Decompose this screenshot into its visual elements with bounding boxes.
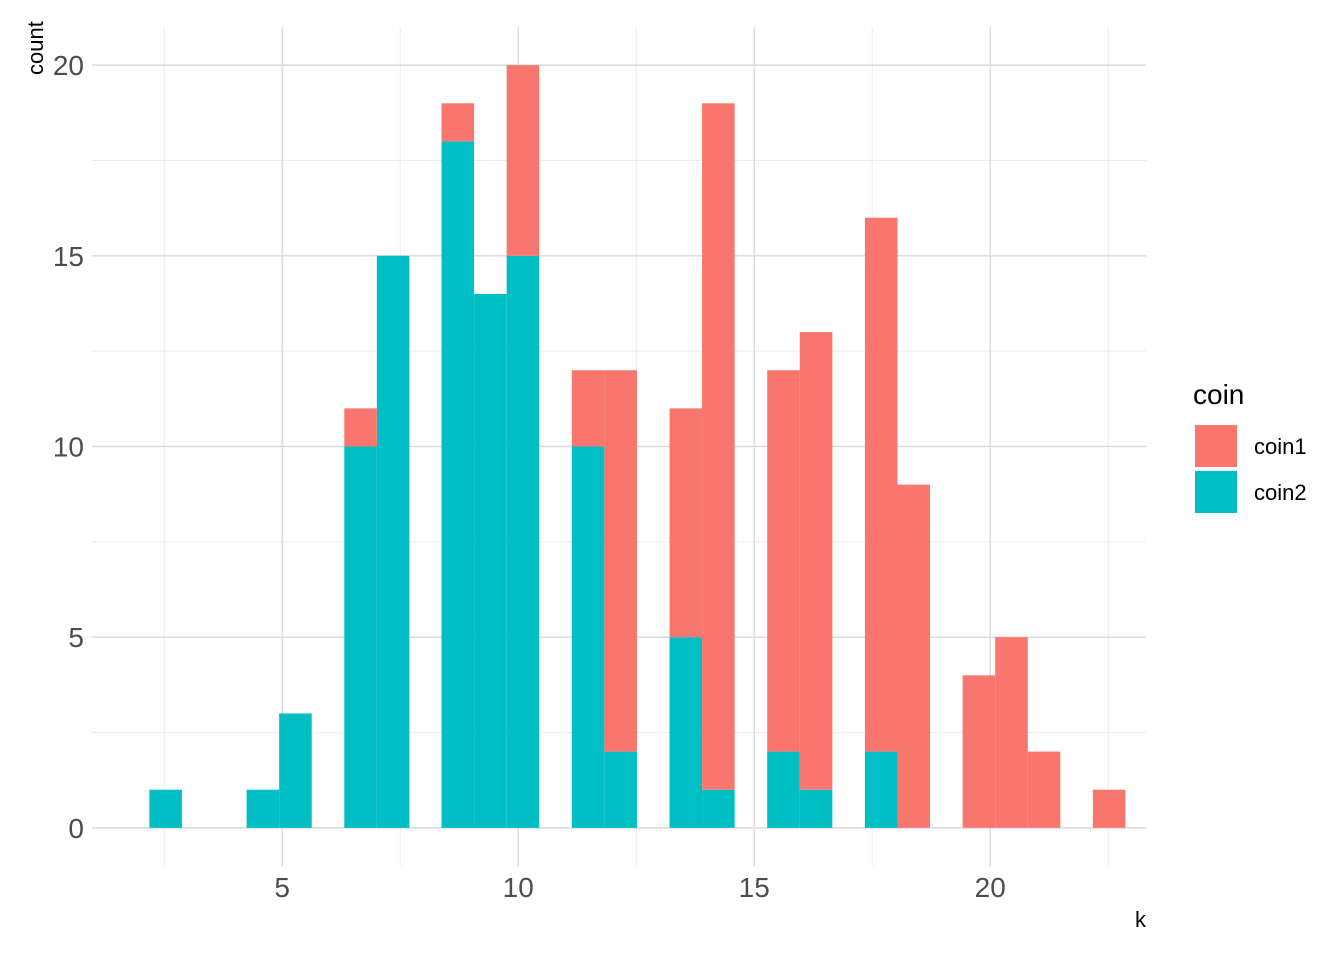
bar-coin1 [702, 103, 735, 790]
bar-coin2 [864, 751, 898, 828]
bar-coin2 [246, 789, 280, 828]
x-tick-label: 10 [503, 872, 534, 903]
bar-coin2 [604, 751, 637, 828]
y-axis-ticks: 0 5 10 15 20 [53, 50, 84, 844]
bar-coin2 [669, 637, 703, 828]
bar-coin2 [376, 255, 410, 828]
y-axis-title: count [23, 21, 48, 75]
bar-coin2 [474, 293, 507, 828]
y-tick-label: 5 [68, 622, 84, 653]
bars-layer [149, 65, 1126, 828]
bar-coin2 [702, 789, 735, 828]
x-axis-title: k [1135, 907, 1147, 932]
legend-swatch-coin2 [1195, 471, 1237, 513]
bar-coin1 [669, 408, 703, 638]
bar-coin1 [799, 332, 833, 790]
y-tick-label: 0 [68, 813, 84, 844]
bar-coin2 [344, 446, 377, 828]
bar-coin2 [506, 255, 540, 828]
legend-label-coin1: coin1 [1254, 434, 1307, 459]
y-tick-label: 10 [53, 432, 84, 463]
legend-title: coin [1193, 379, 1244, 410]
bar-coin1 [1092, 789, 1126, 828]
bar-coin1 [344, 408, 377, 447]
legend: coin coin1 coin2 [1193, 379, 1307, 513]
x-tick-label: 15 [739, 872, 770, 903]
y-tick-label: 15 [53, 241, 84, 272]
bar-coin2 [767, 751, 800, 828]
bar-coin1 [962, 675, 996, 828]
bar-coin1 [864, 217, 898, 752]
x-tick-label: 5 [274, 872, 290, 903]
bar-coin2 [571, 446, 605, 828]
bar-coin2 [149, 789, 182, 828]
y-tick-label: 20 [53, 50, 84, 81]
legend-swatch-coin1 [1195, 425, 1237, 467]
bar-coin2 [279, 713, 312, 828]
x-axis-ticks: 5 10 15 20 [274, 872, 1005, 903]
bar-coin1 [897, 484, 931, 828]
bar-coin2 [441, 141, 475, 828]
bar-coin1 [1027, 751, 1061, 828]
bar-coin2 [799, 789, 833, 828]
bar-coin1 [441, 103, 475, 142]
x-tick-label: 20 [975, 872, 1006, 903]
bar-coin1 [604, 370, 637, 752]
bar-coin1 [767, 370, 800, 752]
bar-coin1 [571, 370, 605, 447]
bar-coin1 [995, 637, 1028, 828]
bar-coin1 [506, 65, 540, 256]
legend-label-coin2: coin2 [1254, 480, 1307, 505]
